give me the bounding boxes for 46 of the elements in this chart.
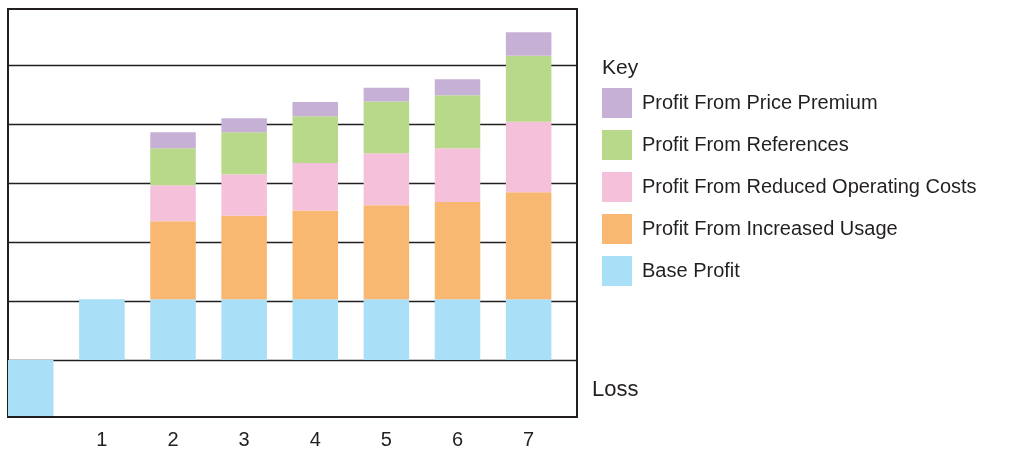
x-tick-label: 7: [523, 427, 535, 450]
legend-label: Profit From Price Premium: [642, 91, 878, 113]
legend-title: Key: [602, 55, 639, 78]
bar: [505, 192, 552, 300]
bar: [150, 221, 196, 300]
x-tick-label: 4: [309, 427, 321, 450]
bar: [434, 79, 481, 96]
bar: [150, 148, 196, 186]
legend-label: Profit From References: [642, 133, 849, 155]
bar: [292, 163, 339, 211]
legend-label: Profit From Increased Usage: [642, 217, 898, 239]
bar: [363, 153, 410, 206]
bar: [292, 210, 339, 300]
bar: [434, 202, 481, 300]
bar: [221, 118, 267, 133]
bar: [505, 121, 552, 193]
x-tick-label: 3: [238, 427, 250, 450]
bar: [292, 102, 339, 117]
text: Loss: [592, 376, 639, 402]
x-tick-label: 2: [167, 427, 179, 450]
bar: [363, 101, 410, 154]
bar: [363, 299, 410, 360]
bar: [505, 299, 552, 360]
bar: [292, 299, 339, 360]
x-tick-label: 1: [96, 427, 108, 450]
x-tick-label: 5: [380, 427, 392, 450]
legend-label: Base Profit: [642, 259, 741, 281]
bar: [8, 359, 54, 417]
bar: [363, 87, 410, 102]
bar: [221, 174, 267, 216]
bar: [150, 185, 196, 222]
bar: [221, 299, 267, 360]
bar: [221, 215, 267, 300]
bar: [434, 148, 481, 203]
bar: [292, 116, 339, 164]
bar: [434, 299, 481, 360]
legend-label: Profit From Reduced Operating Costs: [642, 175, 977, 197]
bar: [505, 32, 552, 56]
x-tick-label: 6: [451, 427, 464, 450]
bar: [150, 132, 196, 149]
bar: [150, 299, 196, 360]
bar: [363, 205, 410, 300]
bar: [505, 55, 552, 122]
bar: [434, 95, 481, 149]
bar: [221, 132, 267, 175]
bar: [79, 299, 125, 360]
